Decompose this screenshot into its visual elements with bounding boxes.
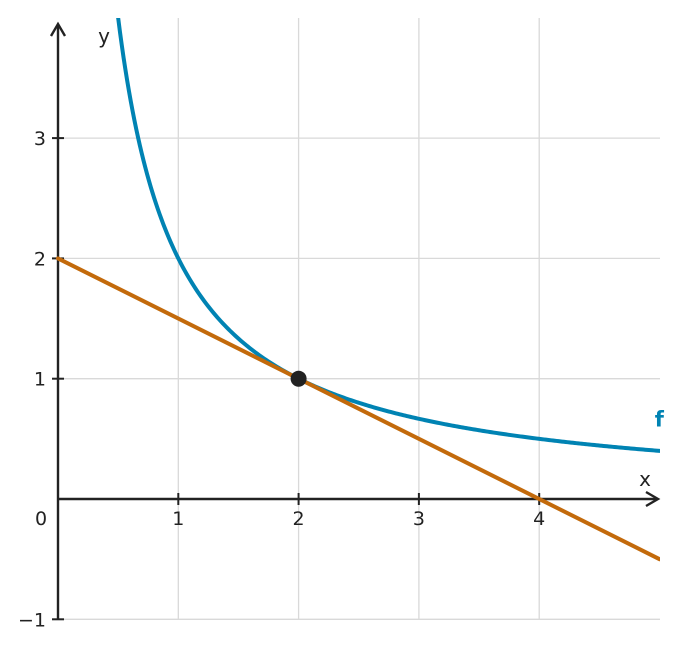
series-label-f: f xyxy=(655,408,665,432)
x-tick-label-1: 1 xyxy=(172,508,184,530)
y-tick-label-2: 2 xyxy=(34,248,46,270)
grid xyxy=(58,18,660,620)
origin-label: 0 xyxy=(35,508,47,530)
x-tick-label-4: 4 xyxy=(533,508,545,530)
x-tick-label-3: 3 xyxy=(413,508,425,530)
series-line-line-2 xyxy=(56,256,660,562)
axes xyxy=(49,21,661,620)
y-axis-label: y xyxy=(98,24,110,48)
points-layer xyxy=(290,370,307,387)
series-line-f xyxy=(116,18,660,453)
y-axis-arrow xyxy=(49,21,67,37)
tangent-point-0 xyxy=(290,370,307,387)
y-tick-label-1: 1 xyxy=(34,369,46,391)
ticks: 1 2 3 4 −1 1 2 3 xyxy=(18,128,545,631)
x-tick-label-2: 2 xyxy=(293,508,305,530)
y-tick-label--1: −1 xyxy=(18,609,46,631)
series-layer xyxy=(56,18,660,562)
labels: x y 0 f xyxy=(35,24,665,530)
x-axis-arrow xyxy=(645,490,661,508)
x-axis-label: x xyxy=(639,467,651,491)
y-tick-label-3: 3 xyxy=(34,128,46,150)
